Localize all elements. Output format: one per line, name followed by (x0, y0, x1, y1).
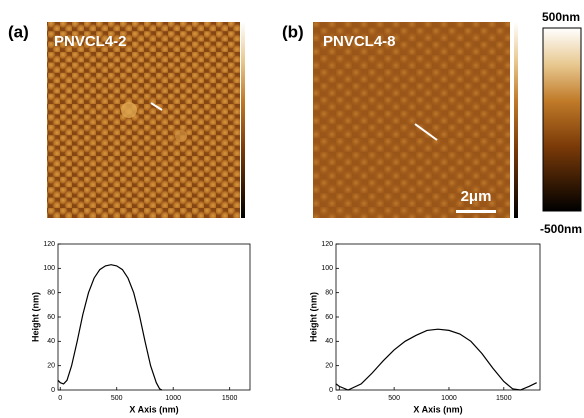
profile-line (414, 123, 438, 141)
x-tick-label: 500 (111, 395, 123, 402)
y-axis-label: Height (nm) (308, 292, 318, 342)
y-tick-label: 40 (325, 338, 333, 345)
scale-bar (456, 210, 496, 213)
x-tick-label: 1500 (496, 395, 512, 402)
y-tick-label: 60 (325, 314, 333, 321)
x-tick-label: 0 (58, 395, 62, 402)
x-tick-label: 1500 (222, 395, 238, 402)
y-tick-label: 100 (43, 265, 55, 272)
panel-label: (a) (8, 22, 29, 41)
x-tick-label: 1000 (165, 395, 181, 402)
profile-curve (335, 328, 537, 391)
image-title: PNVCL4-2 (54, 33, 127, 50)
y-axis-label: Height (nm) (30, 292, 40, 342)
panel-label: (b) (282, 22, 304, 41)
y-tick-label: 0 (51, 387, 55, 394)
profile-curve (57, 264, 163, 391)
colorbar-min: -500nm (540, 222, 582, 236)
afm-feature (121, 102, 137, 118)
x-axis-label: X Axis (nm) (413, 404, 462, 414)
y-tick-label: 0 (329, 387, 333, 394)
x-tick-label: 1000 (441, 395, 457, 402)
y-tick-label: 20 (325, 363, 333, 370)
image-title: PNVCL4-8 (323, 33, 396, 50)
afm-feature (175, 130, 187, 142)
y-tick-label: 20 (47, 363, 55, 370)
y-tick-label: 60 (47, 314, 55, 321)
profile-line (150, 102, 163, 111)
y-tick-label: 100 (321, 265, 333, 272)
afm-image (47, 22, 240, 218)
y-tick-label: 80 (47, 290, 55, 297)
mini-colorbar (241, 22, 245, 218)
y-tick-label: 40 (47, 338, 55, 345)
colorbar (542, 27, 582, 212)
x-tick-label: 500 (388, 395, 400, 402)
afm-image (313, 22, 510, 218)
x-tick-label: 0 (337, 395, 341, 402)
colorbar-max: 500nm (542, 10, 580, 24)
mini-colorbar (514, 22, 518, 218)
plot-frame (57, 243, 251, 391)
y-tick-label: 120 (321, 241, 333, 248)
y-tick-label: 80 (325, 290, 333, 297)
scale-label: 2μm (461, 188, 492, 205)
x-axis-label: X Axis (nm) (129, 404, 178, 414)
plot-frame (335, 243, 541, 391)
y-tick-label: 120 (43, 241, 55, 248)
